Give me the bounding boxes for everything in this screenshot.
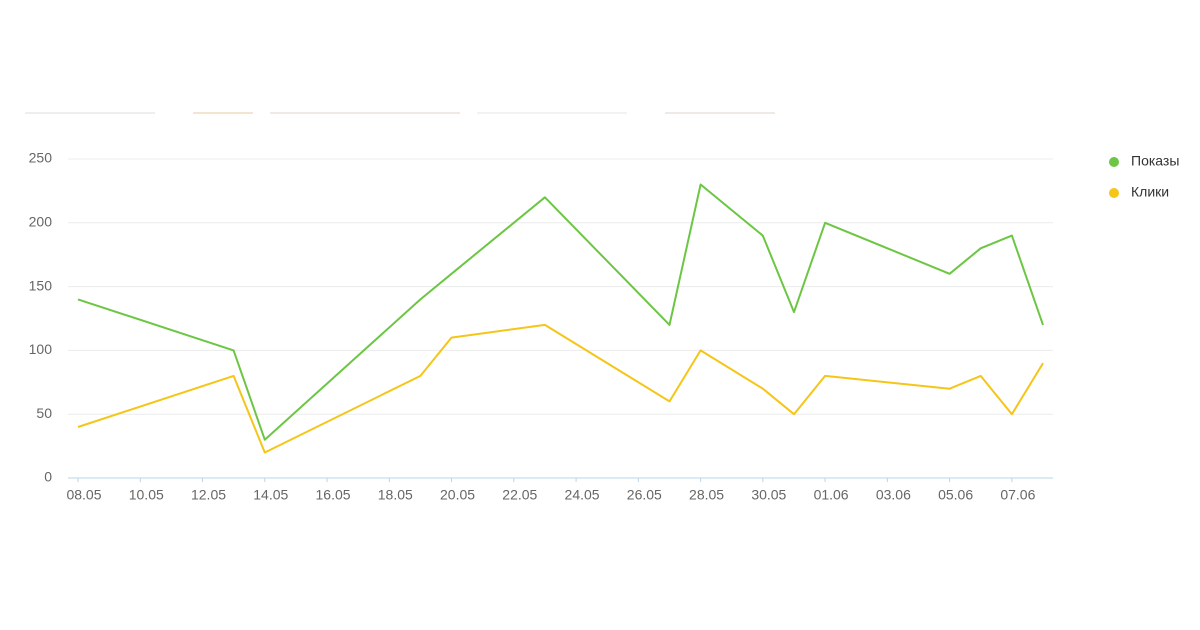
legend-swatch — [1109, 157, 1119, 167]
series-line — [77, 323, 1044, 454]
x-tick-label: 07.06 — [1000, 487, 1035, 503]
legend-label: Клики — [1131, 184, 1169, 200]
x-tick-label: 05.06 — [938, 487, 973, 503]
x-tick-label: 30.05 — [751, 487, 786, 503]
legend-swatch — [1109, 188, 1119, 198]
y-tick-label: 50 — [36, 405, 52, 421]
y-tick-label: 200 — [29, 214, 53, 230]
x-tick-label: 28.05 — [689, 487, 724, 503]
series-line — [77, 183, 1044, 441]
x-tick-label: 12.05 — [191, 487, 226, 503]
x-tick-label: 03.06 — [876, 487, 911, 503]
legend-item: Клики — [1109, 184, 1169, 200]
x-tick-label: 26.05 — [627, 487, 662, 503]
x-tick-label: 20.05 — [440, 487, 475, 503]
legend-label: Показы — [1131, 153, 1179, 169]
y-tick-label: 0 — [44, 469, 52, 485]
x-tick-label: 10.05 — [129, 487, 164, 503]
y-tick-label: 250 — [29, 150, 53, 166]
x-tick-label: 16.05 — [316, 487, 351, 503]
x-tick-label: 18.05 — [378, 487, 413, 503]
y-tick-label: 100 — [29, 341, 53, 357]
x-tick-label: 24.05 — [565, 487, 600, 503]
x-tick-label: 08.05 — [66, 487, 101, 503]
legend-item: Показы — [1109, 153, 1179, 169]
x-tick-label: 22.05 — [502, 487, 537, 503]
x-tick-label: 01.06 — [814, 487, 849, 503]
y-tick-label: 150 — [29, 277, 53, 293]
x-tick-label: 14.05 — [253, 487, 288, 503]
